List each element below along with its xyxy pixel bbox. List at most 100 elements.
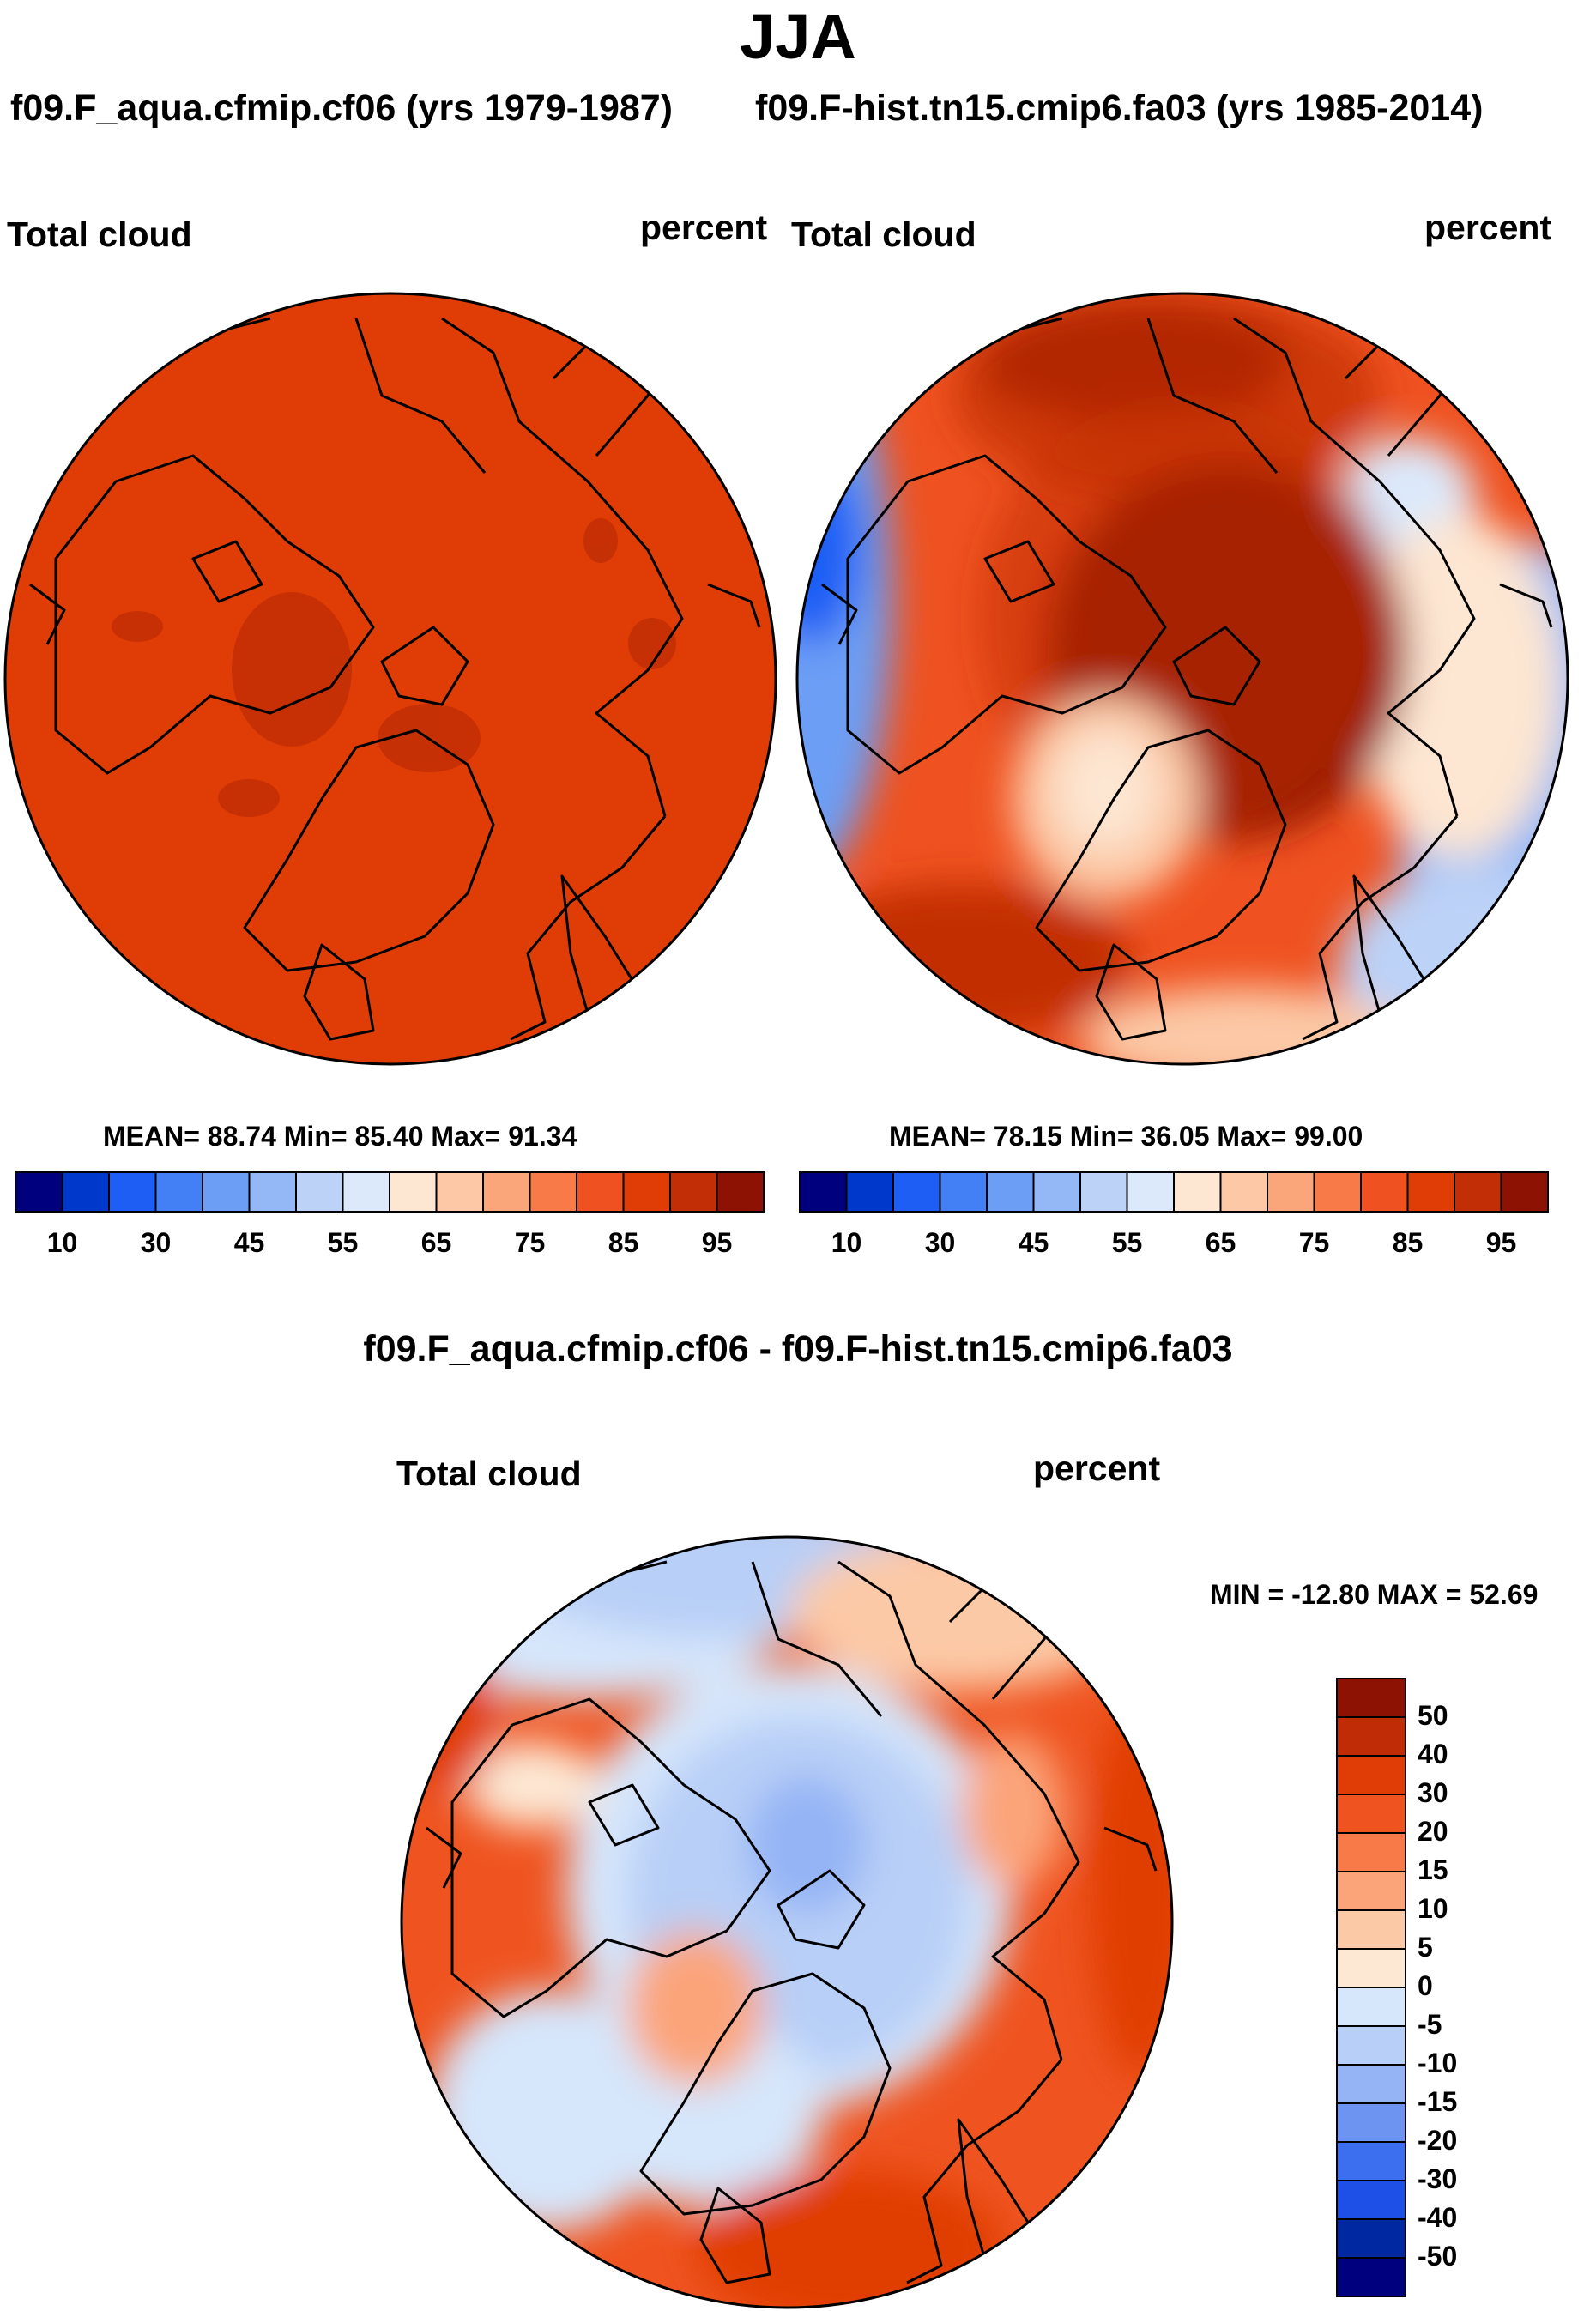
panel1-colorbar <box>15 1171 765 1213</box>
panel2-colorbar-box <box>1360 1171 1409 1213</box>
panel2-colorbar-tick-label: 75 <box>1298 1227 1330 1258</box>
panel2-colorbar-tick-label: 45 <box>1018 1227 1049 1258</box>
case2-title: f09.F-hist.tn15.cmip6.fa03 (yrs 1985-201… <box>755 88 1484 129</box>
panel2-colorbar-box <box>1032 1171 1081 1213</box>
panel2-colorbar-box <box>799 1171 848 1213</box>
panel1-colorbar-box <box>482 1171 531 1213</box>
diff-colorbar-tick-label: -30 <box>1418 2163 1458 2194</box>
diff-colorbar-tick-label: 5 <box>1418 1932 1433 1963</box>
panel2-colorbar-tick-label: 85 <box>1392 1227 1424 1258</box>
diff-colorbar-tick-label: 10 <box>1418 1893 1448 1924</box>
diff-colorbar-box <box>1336 1909 1406 1950</box>
diff-colorbar-box <box>1336 2257 1406 2297</box>
panel1-colorbar-box <box>108 1171 157 1213</box>
panel2-colorbar-box <box>986 1171 1035 1213</box>
panel2-frame <box>795 292 1569 1066</box>
panel1-colorbar-box <box>61 1171 110 1213</box>
panel1-colorbar-tick-label: 65 <box>420 1227 452 1258</box>
diff-colorbar-box <box>1336 2025 1406 2066</box>
diff-colorbar <box>1336 1678 1406 2297</box>
case1-title: f09.F_aqua.cfmip.cf06 (yrs 1979-1987) <box>10 88 674 129</box>
diff-colorbar-tick-label: -20 <box>1418 2125 1458 2156</box>
panel1-colorbar-box <box>529 1171 577 1213</box>
diff-colorbar-tick-label: -50 <box>1418 2241 1458 2272</box>
diff-colorbar-box <box>1336 2064 1406 2104</box>
diff-stats: MIN = -12.80 MAX = 52.69 <box>1210 1579 1539 1610</box>
diff-colorbar-tick-label: -40 <box>1418 2202 1458 2233</box>
panel2-units: percent <box>1424 208 1552 247</box>
diff-colorbar-tick-label: -10 <box>1418 2048 1458 2078</box>
panel2-colorbar-box <box>1454 1171 1502 1213</box>
diff-colorbar-tick-label: 30 <box>1418 1777 1448 1808</box>
panel2-stats: MEAN= 78.15 Min= 36.05 Max= 99.00 <box>889 1121 1363 1152</box>
panel1-colorbar-box <box>154 1171 203 1213</box>
panel1-stats: MEAN= 88.74 Min= 85.40 Max= 91.34 <box>103 1121 577 1152</box>
panel1-colorbar-tick-label: 10 <box>46 1227 78 1258</box>
panel1-colorbar-box <box>202 1171 251 1213</box>
diff-frame <box>400 1535 1174 2309</box>
panel2-colorbar-tick-label: 30 <box>924 1227 956 1258</box>
panel1-colorbar-box <box>342 1171 390 1213</box>
diff-colorbar-tick-label: 15 <box>1418 1854 1448 1885</box>
panel2-map <box>797 293 1568 1064</box>
diff-colorbar-box <box>1336 1678 1406 1718</box>
panel1-colorbar-tick-label: 75 <box>514 1227 546 1258</box>
panel1-colorbar-tick-label: 45 <box>233 1227 265 1258</box>
diff-colorbar-box <box>1336 1987 1406 2027</box>
diff-colorbar-tick-label: 50 <box>1418 1700 1448 1731</box>
panel2-colorbar <box>799 1171 1549 1213</box>
panel2-colorbar-box <box>1219 1171 1268 1213</box>
panel1-colorbar-tick-label: 95 <box>701 1227 733 1258</box>
panel2-colorbar-box <box>1500 1171 1549 1213</box>
diff-colorbar-tick-label: 20 <box>1418 1816 1448 1847</box>
panel2-colorbar-tick-label: 95 <box>1485 1227 1517 1258</box>
panel2-colorbar-tick-label: 65 <box>1205 1227 1236 1258</box>
panel1-colorbar-box <box>716 1171 765 1213</box>
panel1-colorbar-box <box>389 1171 438 1213</box>
panel2-colorbar-box <box>1079 1171 1128 1213</box>
panel1-units: percent <box>640 208 768 247</box>
panel2-colorbar-box <box>1406 1171 1455 1213</box>
panel2-colorbar-box <box>939 1171 988 1213</box>
panel1-map <box>5 293 776 1064</box>
diff-colorbar-box <box>1336 2102 1406 2143</box>
panel2-colorbar-box <box>1173 1171 1222 1213</box>
diff-colorbar-tick-label: -15 <box>1418 2086 1458 2117</box>
panel1-frame <box>3 292 777 1066</box>
diff-colorbar-tick-label: -5 <box>1418 2009 1442 2040</box>
main-title: JJA <box>740 1 856 72</box>
panel2-colorbar-tick-label: 10 <box>831 1227 862 1258</box>
panel1-colorbar-box <box>669 1171 718 1213</box>
panel1-colorbar-box <box>248 1171 297 1213</box>
diff-colorbar-box <box>1336 1948 1406 1988</box>
panel2-variable: Total cloud <box>791 215 976 254</box>
panel2-colorbar-box <box>1313 1171 1362 1213</box>
panel1-colorbar-tick-label: 55 <box>327 1227 359 1258</box>
diff-colorbar-box <box>1336 1716 1406 1757</box>
panel1-colorbar-box <box>15 1171 63 1213</box>
diff-colorbar-tick-label: 40 <box>1418 1739 1448 1770</box>
panel1-colorbar-tick-label: 30 <box>140 1227 172 1258</box>
diff-map <box>402 1537 1172 2308</box>
panel1-colorbar-tick-label: 85 <box>608 1227 639 1258</box>
diff-colorbar-box <box>1336 1832 1406 1872</box>
panel2-colorbar-box <box>845 1171 894 1213</box>
diff-colorbar-box <box>1336 2141 1406 2181</box>
panel2-colorbar-box <box>892 1171 941 1213</box>
panel1-colorbar-box <box>622 1171 671 1213</box>
diff-title: f09.F_aqua.cfmip.cf06 - f09.F-hist.tn15.… <box>363 1328 1233 1370</box>
diff-colorbar-box <box>1336 1755 1406 1795</box>
diff-colorbar-box <box>1336 1794 1406 1834</box>
panel1-variable: Total cloud <box>7 215 192 254</box>
diff-colorbar-box <box>1336 2180 1406 2220</box>
panel2-colorbar-box <box>1126 1171 1175 1213</box>
diff-colorbar-box <box>1336 1871 1406 1911</box>
diff-colorbar-box <box>1336 2218 1406 2259</box>
diff-variable: Total cloud <box>396 1454 582 1493</box>
panel1-colorbar-box <box>435 1171 484 1213</box>
panel2-colorbar-box <box>1267 1171 1315 1213</box>
panel1-colorbar-box <box>295 1171 344 1213</box>
diff-units: percent <box>1033 1449 1161 1488</box>
panel1-colorbar-box <box>576 1171 625 1213</box>
